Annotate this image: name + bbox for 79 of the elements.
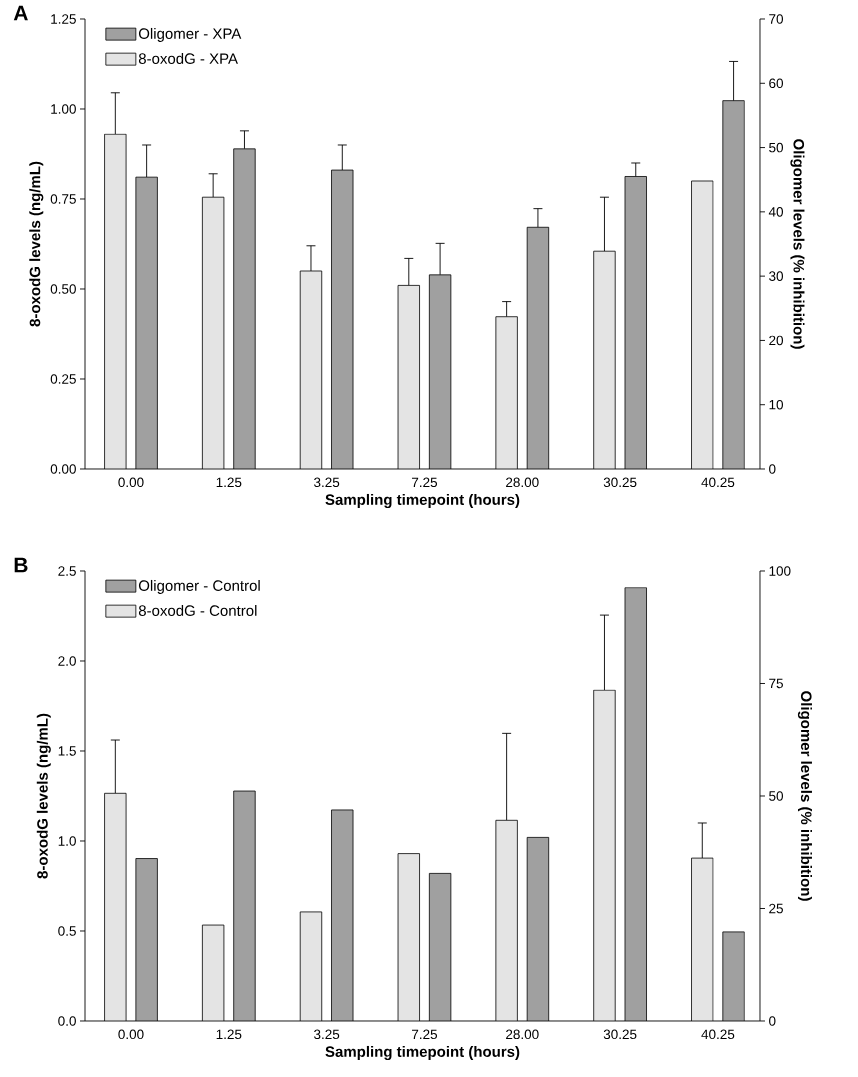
- bar: [300, 911, 322, 1021]
- y2-axis-title: Oligomer levels (% inhibition): [797, 691, 812, 901]
- y2-tick-label: 0: [769, 1016, 776, 1026]
- bar: [104, 793, 127, 1021]
- y2-tick-label: 0: [769, 464, 776, 474]
- bar: [722, 931, 745, 1021]
- bar: [691, 180, 714, 469]
- bar: [104, 134, 127, 469]
- y-tick-label: 0.0: [58, 1016, 76, 1026]
- x-tick-label: 7.25: [412, 1029, 438, 1040]
- y-tick-label: 1.00: [51, 104, 76, 114]
- y2-tick-label: 100: [769, 566, 791, 576]
- bar: [593, 251, 616, 469]
- y-tick-label: 1.25: [51, 14, 76, 24]
- bar: [202, 197, 224, 469]
- y2-tick-label: 30: [769, 271, 784, 281]
- y2-tick-label: 60: [769, 78, 784, 89]
- x-tick-label: 40.25: [701, 1029, 735, 1040]
- y-axis-title: 8-oxodG levels (ng/mL): [36, 713, 51, 879]
- bar: [429, 873, 451, 1021]
- legend-label: Oligomer - XPA: [138, 27, 242, 42]
- bar: [300, 270, 322, 469]
- y2-tick-label: 40: [768, 207, 784, 217]
- bar: [691, 857, 714, 1021]
- bar: [527, 837, 549, 1021]
- bar: [331, 809, 354, 1021]
- bar: [625, 587, 647, 1021]
- y-tick-label: 1.5: [58, 746, 76, 756]
- y-axis-title: 8-oxodG levels (ng/mL): [29, 161, 44, 327]
- y-tick-label: 2.0: [58, 656, 76, 666]
- bar: [722, 100, 745, 469]
- x-tick-label: 30.25: [603, 477, 637, 488]
- x-tick-label: 30.25: [603, 1029, 637, 1040]
- chart-title: A: [13, 5, 28, 21]
- bar: [135, 858, 158, 1021]
- bar: [625, 176, 647, 469]
- x-axis-title: Sampling timepoint (hours): [325, 1045, 520, 1061]
- x-tick-label: 28.00: [506, 1029, 539, 1040]
- y2-tick-label: 50: [769, 142, 784, 153]
- x-tick-label: 1.25: [216, 1029, 242, 1040]
- bar: [331, 170, 354, 469]
- bar: [593, 690, 616, 1021]
- y-tick-label: 0.50: [50, 284, 76, 294]
- y-tick-label: 0.25: [50, 374, 76, 384]
- bar: [495, 316, 518, 469]
- bar: [135, 177, 158, 469]
- x-tick-label: 7.25: [412, 477, 438, 488]
- chart-title: B: [14, 557, 28, 573]
- y-tick-label: 0.00: [50, 464, 76, 474]
- x-tick-label: 1.25: [216, 477, 242, 488]
- y2-axis-title: Oligomer levels (% inhibition): [790, 139, 805, 349]
- y2-tick-label: 25: [769, 903, 783, 914]
- x-tick-label: 0.00: [118, 1029, 144, 1040]
- legend-label: 8-oxodG - XPA: [138, 52, 238, 64]
- bar: [429, 274, 451, 469]
- x-tick-label: 0.00: [118, 477, 144, 488]
- y-tick-label: 2.5: [58, 566, 76, 576]
- x-tick-label: 28.00: [506, 477, 539, 488]
- y-tick-label: 0.5: [58, 926, 76, 936]
- x-tick-label: 3.25: [314, 1029, 340, 1040]
- bar: [398, 853, 420, 1021]
- x-tick-label: 40.25: [701, 477, 735, 488]
- y2-tick-label: 10: [769, 399, 784, 410]
- y-tick-label: 1.0: [58, 836, 76, 846]
- y2-tick-label: 75: [769, 678, 783, 689]
- bar: [233, 148, 256, 469]
- bar: [495, 820, 518, 1021]
- bar: [398, 285, 420, 469]
- y2-tick-label: 70: [769, 14, 784, 24]
- y2-tick-label: 20: [769, 335, 784, 346]
- x-tick-label: 3.25: [314, 477, 340, 488]
- legend-label: 8-oxodG - Control: [138, 604, 257, 616]
- legend-label: Oligomer - Control: [138, 579, 260, 594]
- bar: [527, 227, 549, 469]
- x-axis-title: Sampling timepoint (hours): [325, 493, 520, 509]
- bar: [202, 925, 224, 1021]
- bar: [233, 791, 256, 1021]
- y2-tick-label: 50: [769, 791, 784, 801]
- y-tick-label: 0.75: [50, 194, 76, 204]
